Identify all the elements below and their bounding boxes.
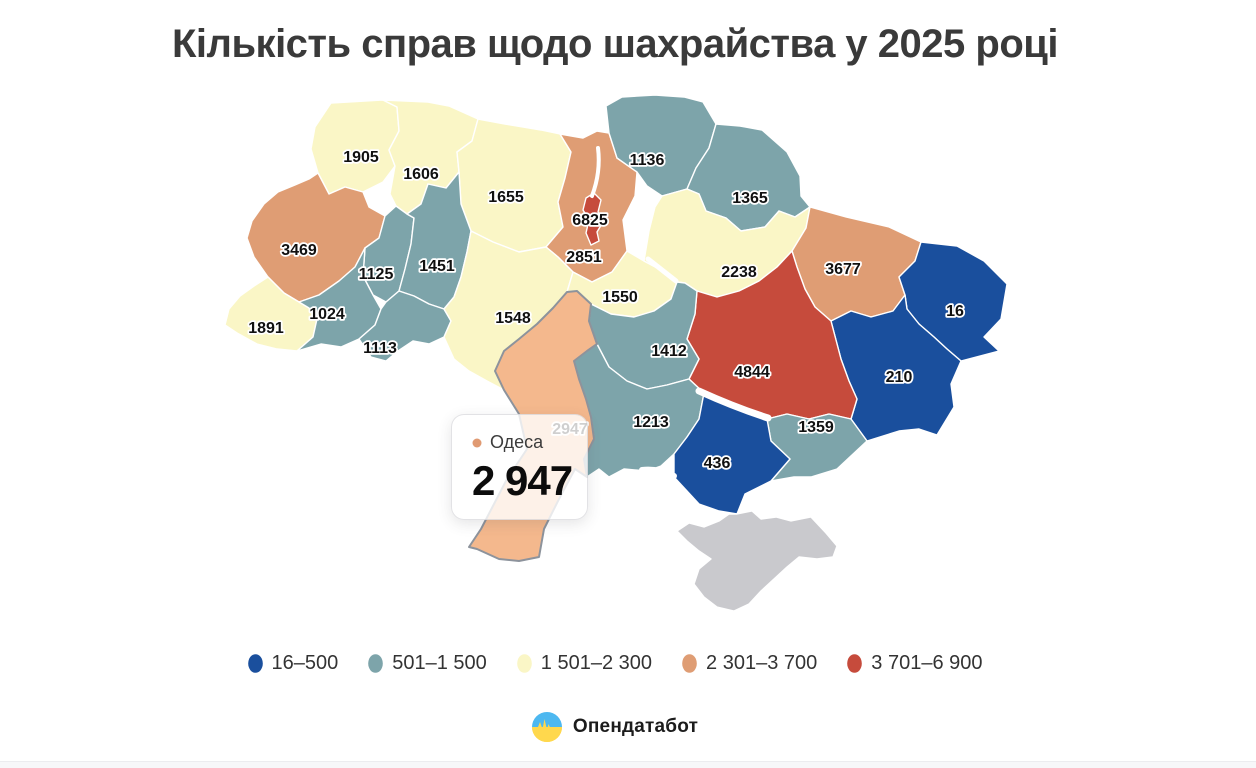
map-regions [224, 94, 1008, 612]
brand-name: Опендатабот [572, 716, 699, 737]
region-label-kyiv-oblast: 2851 [566, 249, 602, 266]
legend-item-range-1: 16–500 [247, 652, 339, 675]
legend-swatch-teal-icon [368, 654, 384, 673]
legend-swatch-red-icon [847, 654, 863, 673]
legend-item-range-3: 1 501–2 300 [516, 652, 653, 675]
region-label-ternopil: 1125 [359, 266, 394, 283]
dnipro-river-kyiv [590, 146, 601, 198]
kakhovka-reservoir [695, 387, 772, 422]
region-label-lviv: 3469 [281, 242, 317, 259]
legend-swatch-blue-icon [247, 654, 263, 673]
footer-divider-strip [0, 761, 1256, 768]
page-title: Кількість справ щодо шахрайства у 2025 р… [172, 22, 1058, 66]
opendatabot-logo-icon [531, 712, 562, 742]
map-region-crimea[interactable] [676, 510, 838, 612]
region-label-volyn: 1905 [343, 149, 379, 166]
region-label-ivano-frankivsk: 1024 [309, 306, 345, 323]
kaniv-reservoir [645, 256, 679, 284]
region-label-dnipropetrovsk: 4844 [734, 364, 770, 381]
map-region-volyn[interactable] [310, 99, 400, 195]
map-region-kyiv-city[interactable] [582, 192, 604, 246]
region-label-mykolaiv: 1213 [633, 414, 669, 431]
map-water-features [590, 146, 772, 479]
region-label-kharkiv: 3677 [825, 261, 861, 278]
legend-label: 2 301–3 700 [706, 652, 818, 674]
region-label-cherkasy: 1550 [602, 289, 638, 306]
region-label-khmelnytskyi: 1451 [419, 258, 455, 275]
region-label-luhansk: 16 [946, 303, 964, 320]
dnipro-buh-estuary [639, 466, 677, 479]
region-label-poltava: 2238 [721, 264, 757, 281]
legend-label: 501–1 500 [392, 652, 487, 674]
region-label-kirovohrad: 1412 [651, 343, 687, 360]
region-label-zakarpattia: 1891 [248, 320, 284, 337]
legend-item-range-4: 2 301–3 700 [682, 652, 817, 675]
tooltip-value: 2 947 [472, 457, 573, 504]
region-label-zaporizhzhia: 1359 [798, 419, 834, 436]
region-label-chernihiv: 1136 [630, 152, 665, 169]
tooltip-region-name: Одеса [490, 432, 544, 452]
legend-label: 16–500 [271, 652, 339, 674]
legend-item-range-2: 501–1 500 [368, 652, 487, 675]
region-label-zhytomyr: 1655 [488, 189, 524, 206]
tooltip-region-dot-icon [472, 438, 482, 447]
legend-swatch-salmon-icon [682, 654, 697, 673]
region-label-sumy: 1365 [732, 190, 768, 207]
legend-swatch-yellow-icon [516, 654, 532, 673]
opendatabot-link[interactable]: Опендатабот [531, 712, 699, 742]
region-label-donetsk: 210 [886, 369, 913, 386]
map-region-donetsk[interactable] [830, 294, 962, 442]
region-label-vinnytsia: 1548 [495, 310, 531, 327]
brand-footer: Опендатабот [0, 712, 1230, 742]
legend-label: 1 501–2 300 [540, 652, 653, 674]
map-region-chernivtsi[interactable] [358, 290, 452, 362]
map-region-ivano-frankivsk[interactable] [296, 247, 382, 352]
region-label-kyiv-city: 6825 [572, 212, 608, 229]
legend-item-range-5: 3 701–6 900 [847, 652, 983, 675]
region-label-kherson: 436 [704, 455, 731, 472]
legend-label: 3 701–6 900 [871, 652, 983, 674]
region-label-rivne: 1606 [403, 166, 439, 183]
map-tooltip: Одеса 2 947 [451, 414, 588, 520]
map-legend: 16–500 501–1 500 1 501–2 300 2 301–3 700… [0, 652, 1230, 675]
region-label-chernivtsi: 1113 [363, 340, 397, 357]
